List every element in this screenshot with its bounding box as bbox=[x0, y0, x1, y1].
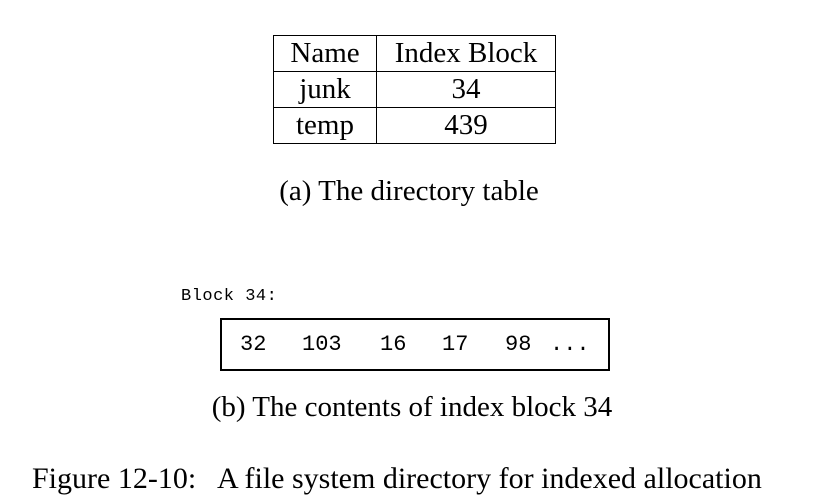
figure-caption: Figure 12-10: A file system directory fo… bbox=[32, 462, 762, 495]
index-block-cell: 439 bbox=[376, 107, 556, 144]
block-entry: 17 bbox=[442, 332, 469, 357]
file-name-cell: temp bbox=[273, 107, 377, 144]
caption-b: (b) The contents of index block 34 bbox=[211, 391, 613, 423]
directory-table: Name Index Block junk 34 temp 439 bbox=[273, 35, 556, 144]
table-row: temp 439 bbox=[273, 107, 556, 144]
column-header-name: Name bbox=[273, 35, 377, 72]
index-block-contents: 32 103 16 17 98 ... bbox=[220, 318, 610, 371]
block-entry: 98 bbox=[505, 332, 532, 357]
table-row: junk 34 bbox=[273, 71, 556, 108]
file-name-cell: junk bbox=[273, 71, 377, 108]
block-label: Block 34: bbox=[181, 287, 278, 306]
block-entry: 16 bbox=[380, 332, 407, 357]
caption-a: (a) The directory table bbox=[279, 175, 539, 207]
block-entry-ellipsis: ... bbox=[550, 332, 590, 357]
column-header-index-block: Index Block bbox=[376, 35, 556, 72]
table-header-row: Name Index Block bbox=[273, 35, 556, 72]
block-entry: 103 bbox=[302, 332, 342, 357]
block-entry: 32 bbox=[240, 332, 267, 357]
index-block-cell: 34 bbox=[376, 71, 556, 108]
